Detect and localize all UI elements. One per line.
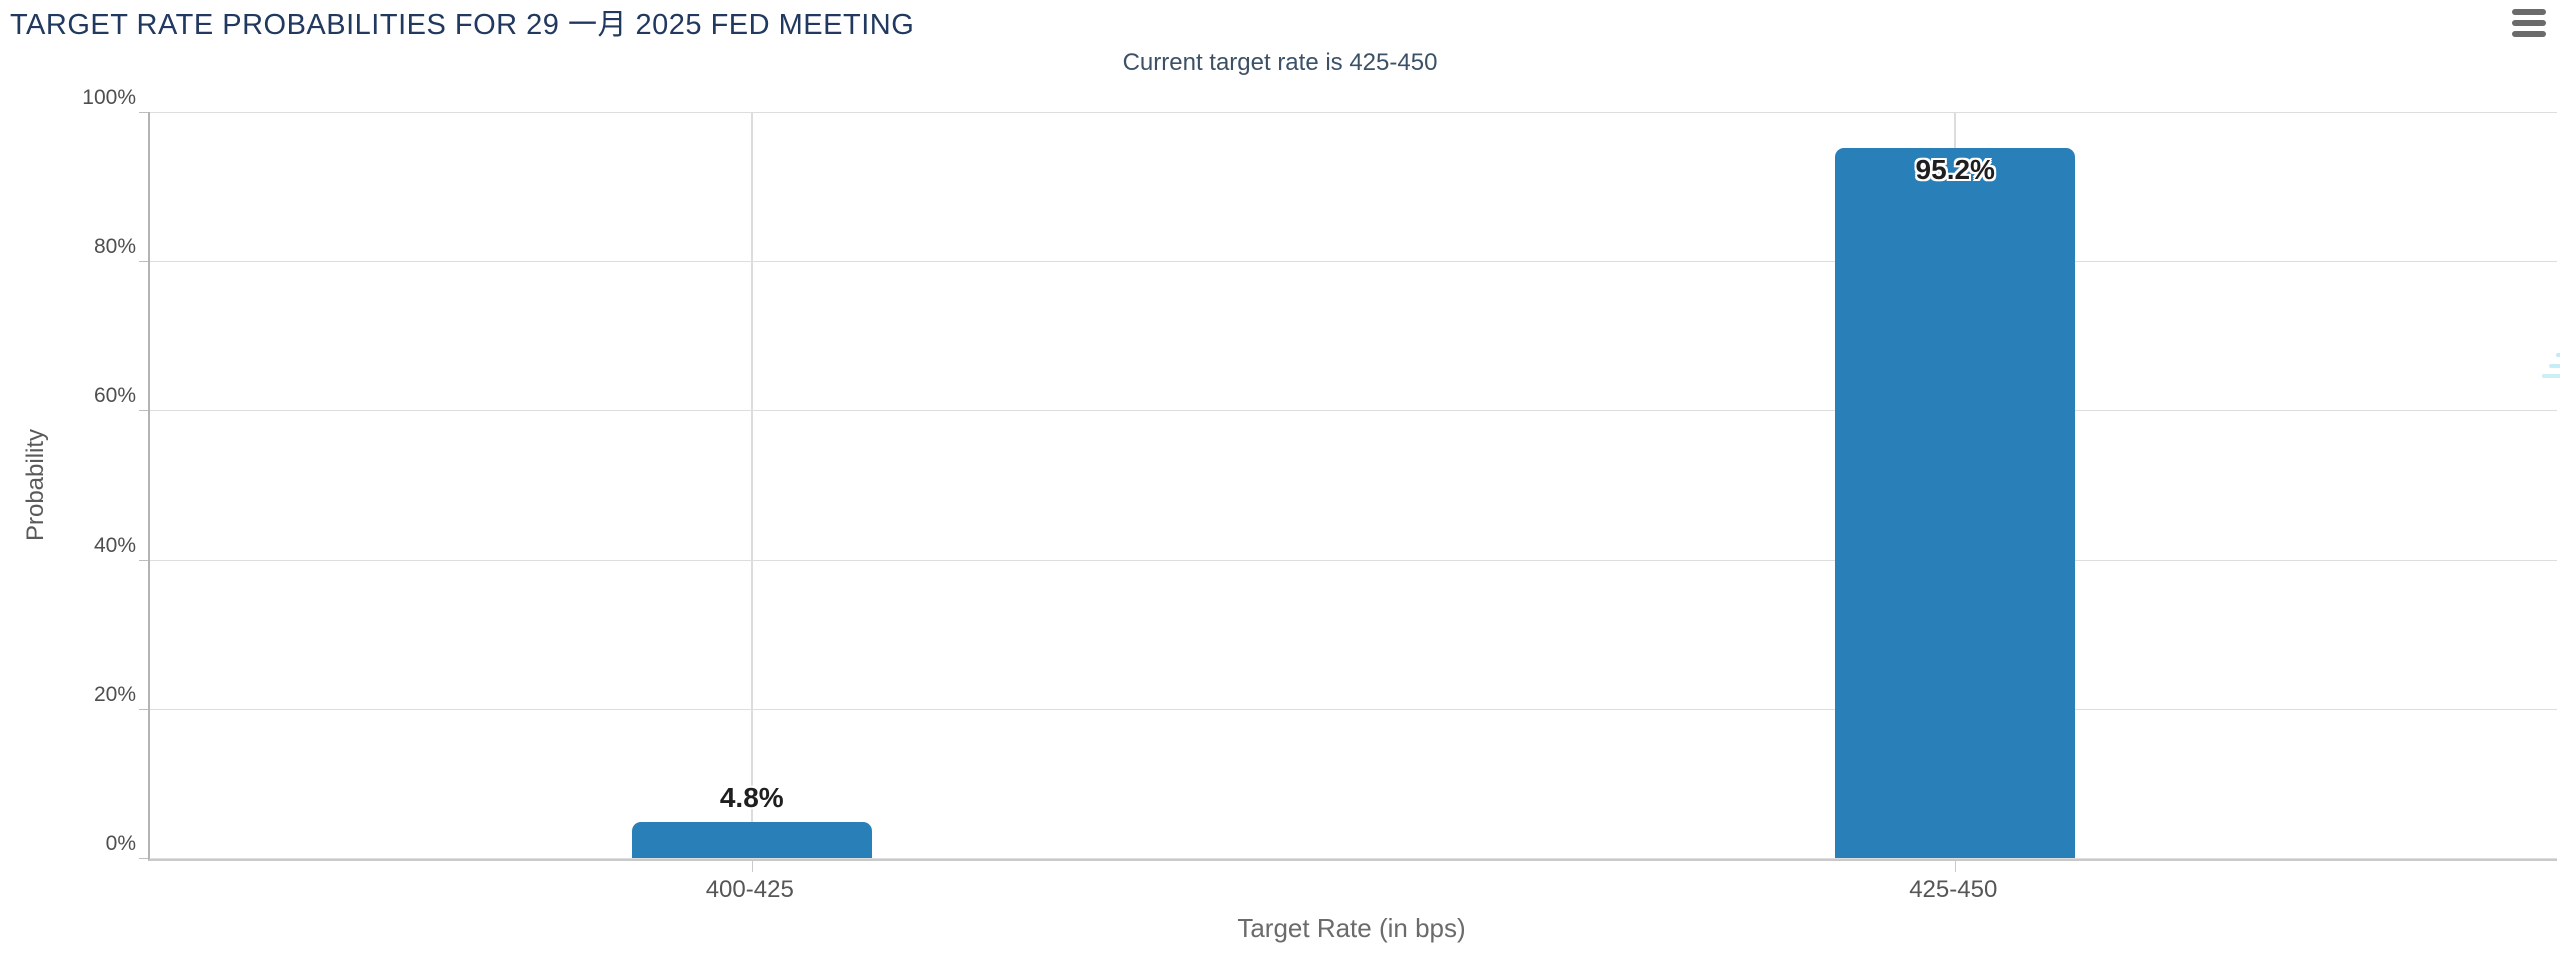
- y-axis-tick-label: 60%: [93, 384, 136, 408]
- gridline-vertical: [750, 112, 753, 858]
- probability-bar-400-425[interactable]: [631, 822, 872, 858]
- x-axis-tick: [1955, 861, 1957, 872]
- chart-title: TARGET RATE PROBABILITIES FOR 29 一月 2025…: [10, 9, 915, 41]
- watermark-stripe: [2556, 353, 2560, 357]
- gridline-horizontal: [150, 559, 2557, 561]
- y-axis-tick: [139, 261, 148, 263]
- watermark-stripe: [2542, 374, 2560, 378]
- y-axis-tick-label: 100%: [82, 86, 136, 109]
- x-axis-title: Target Rate (in bps): [1237, 913, 1466, 943]
- y-axis-tick-label: 80%: [93, 235, 136, 259]
- gridline-horizontal: [150, 858, 2557, 859]
- y-axis-tick-label: 20%: [93, 682, 136, 706]
- x-axis-tick-label: 400-425: [705, 876, 794, 903]
- chart-context-menu-button[interactable]: [2512, 8, 2548, 38]
- bar-value-label: 95.2%: [1915, 153, 1995, 185]
- x-axis-tick: [751, 861, 753, 872]
- bar-value-label: 4.8%: [719, 782, 784, 814]
- y-axis-tick-label: 40%: [93, 533, 136, 557]
- y-axis-tick-labels: 0% 20% 40% 60% 80% 100%: [0, 86, 136, 858]
- gridline-horizontal: [150, 112, 2557, 113]
- hamburger-menu-icon: [2512, 9, 2546, 15]
- gridline-horizontal: [150, 708, 2557, 710]
- gridline-horizontal: [150, 261, 2557, 263]
- chart-plot-area: Q 4.8% 95.2%: [139, 112, 2560, 872]
- x-axis-tick-label: 425-450: [1909, 876, 1998, 903]
- probability-bar-425-450[interactable]: [1835, 147, 2076, 858]
- hamburger-menu-icon: [2512, 31, 2546, 37]
- chart-subtitle: Current target rate is 425-450: [1122, 49, 1438, 76]
- y-axis-tick: [139, 410, 148, 412]
- watermark-stripe: [2549, 363, 2560, 368]
- y-axis-tick: [139, 858, 148, 859]
- x-axis-tick-labels: 400-425 425-450: [148, 876, 2555, 906]
- y-axis-tick: [139, 112, 148, 113]
- gridline-horizontal: [150, 410, 2557, 412]
- y-axis-tick: [139, 559, 148, 561]
- y-axis-tick: [139, 708, 148, 710]
- q-logo-watermark: Q: [2538, 228, 2560, 383]
- y-axis-tick-label: 0%: [105, 832, 136, 855]
- hamburger-menu-icon: [2512, 20, 2546, 26]
